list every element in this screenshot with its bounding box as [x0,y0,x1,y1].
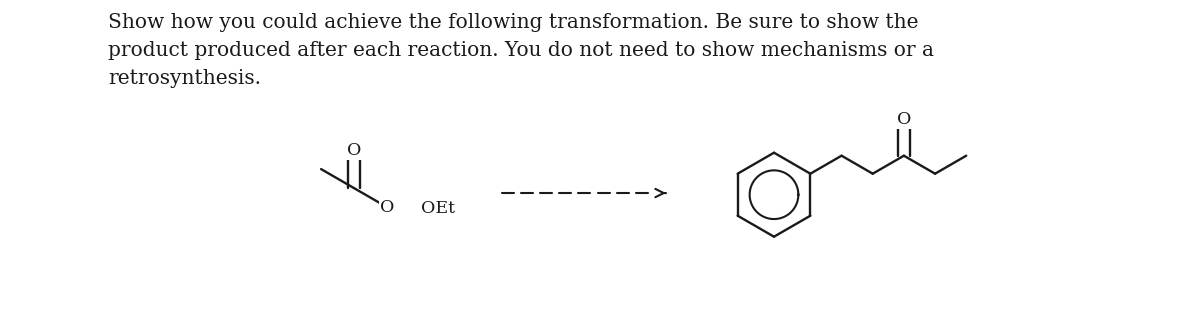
Text: O: O [896,111,911,128]
Text: Show how you could achieve the following transformation. Be sure to show the
pro: Show how you could achieve the following… [108,13,934,88]
Text: O: O [347,142,361,159]
Text: O: O [379,199,394,215]
Text: OEt: OEt [420,200,455,217]
